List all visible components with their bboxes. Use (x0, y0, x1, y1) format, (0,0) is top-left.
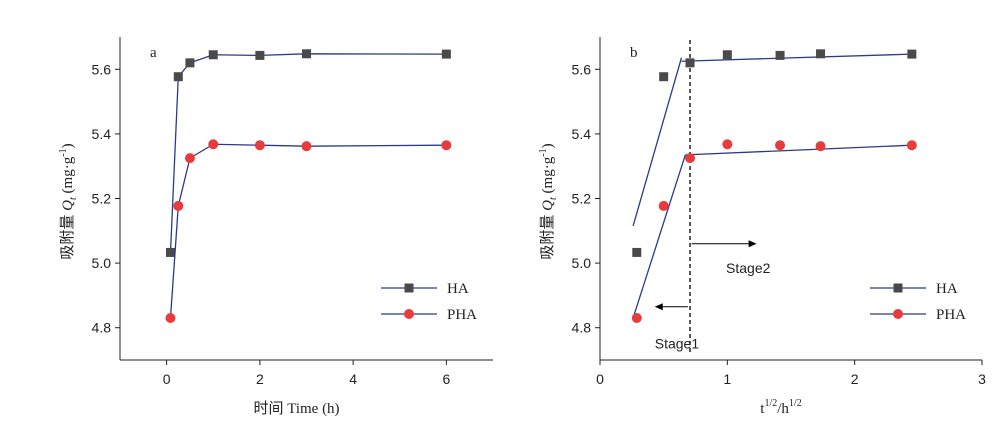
y-tick-label: 5.4 (92, 126, 112, 142)
x-label-mid: /h (777, 401, 789, 417)
annotation-arrow-head (654, 303, 663, 311)
legend-entry: HA (870, 281, 958, 297)
data-point (659, 72, 669, 82)
data-point (907, 49, 917, 59)
data-point (906, 140, 917, 151)
fit-line (632, 154, 686, 319)
y-label-close: ) (540, 143, 556, 148)
legend-entry: PHA (870, 307, 966, 323)
fit-line (681, 53, 912, 62)
y-label-close: ) (60, 143, 76, 148)
data-point (185, 58, 195, 68)
y-label-q: Q (540, 200, 556, 211)
data-point (208, 50, 218, 60)
series-ha (165, 49, 451, 257)
y-tick-label: 5.6 (572, 61, 592, 77)
fit-line (685, 144, 912, 156)
data-point (632, 247, 642, 257)
x-tick-label: 6 (442, 371, 450, 387)
y-label-unit: (mg·g (540, 156, 556, 197)
data-point (255, 50, 265, 60)
legend-marker (893, 309, 903, 319)
data-point (254, 140, 265, 151)
y-label-q: Q (60, 200, 76, 211)
annotation-label: Stage2 (726, 260, 771, 276)
y-tick-label: 4.8 (92, 320, 112, 336)
y-tick-label: 5.0 (572, 255, 592, 271)
legend-label: HA (447, 281, 469, 297)
data-point (722, 50, 732, 60)
data-point (631, 313, 642, 324)
data-point (184, 153, 195, 164)
data-point (685, 58, 695, 68)
data-point (815, 141, 826, 152)
series-ha (632, 49, 917, 257)
legend-marker (893, 283, 903, 293)
legend-label: HA (936, 281, 958, 297)
x-tick-label: 3 (978, 371, 986, 387)
panel-label: a (150, 45, 157, 61)
x-label-sup2: 1/2 (789, 398, 802, 409)
y-axis-label: 吸附量 Qt (mg·g-1) (58, 143, 79, 259)
legend-label: PHA (447, 307, 477, 323)
panel-a: 4.8 5.0 5.2 5.4 5.6 0 2 4 6 a 吸附量 Qt (mg·g-1) 时间 Ti… (58, 37, 493, 417)
x-label-text: 时间 Time (h) (253, 400, 339, 417)
data-point (775, 140, 786, 151)
data-point (165, 313, 176, 324)
data-point (302, 49, 311, 59)
data-point (658, 200, 669, 211)
x-tick-label: 4 (349, 371, 357, 387)
y-tick-label: 5.2 (572, 191, 592, 207)
fit-line (632, 57, 683, 227)
x-tick-label: 2 (256, 371, 264, 387)
series-line (169, 53, 447, 253)
x-tick-label: 0 (163, 371, 171, 387)
data-point (208, 139, 219, 150)
y-tick-label: 5.2 (92, 191, 112, 207)
annotation-label: Stage1 (655, 336, 700, 352)
y-tick-label: 5.6 (92, 61, 112, 77)
series-pha (631, 139, 917, 324)
annotation-arrow-head (748, 240, 757, 248)
legend-marker (404, 283, 414, 293)
data-point (816, 49, 826, 59)
y-label-sub: t (548, 197, 559, 200)
panel-label: b (630, 45, 638, 61)
x-tick-label: 1 (723, 371, 731, 387)
data-point (441, 140, 452, 151)
x-tick-label: 2 (851, 371, 859, 387)
x-tick-label: 0 (596, 371, 604, 387)
data-point (301, 141, 312, 152)
data-point (441, 49, 451, 59)
x-label-t: t (760, 401, 765, 417)
y-label-unit: (mg·g (60, 156, 76, 197)
y-tick-label: 4.8 (572, 320, 592, 336)
data-point (722, 139, 733, 150)
y-label-prefix: 吸附量 (539, 211, 556, 260)
data-point (685, 153, 696, 164)
series-pha (165, 139, 452, 324)
y-tick-label: 5.0 (92, 255, 112, 271)
x-label-sup1: 1/2 (764, 398, 777, 409)
y-label-sup: -1 (538, 148, 549, 156)
data-point (775, 50, 785, 60)
y-label-sub: t (68, 197, 79, 200)
x-axis-label: t1/2/h1/2 (760, 398, 801, 417)
x-axis-label: 时间 Time (h) (253, 400, 339, 417)
data-point (173, 200, 184, 211)
data-point (173, 72, 183, 82)
legend-entry: PHA (381, 307, 477, 323)
legend-marker (404, 309, 414, 319)
y-label-sup: -1 (58, 148, 69, 156)
data-point (165, 247, 175, 257)
y-label-prefix: 吸附量 (59, 211, 76, 260)
y-tick-label: 5.4 (572, 126, 592, 142)
y-axis-label: 吸附量 Qt (mg·g-1) (538, 143, 559, 259)
legend-entry: HA (381, 281, 469, 297)
legend-label: PHA (936, 307, 966, 323)
